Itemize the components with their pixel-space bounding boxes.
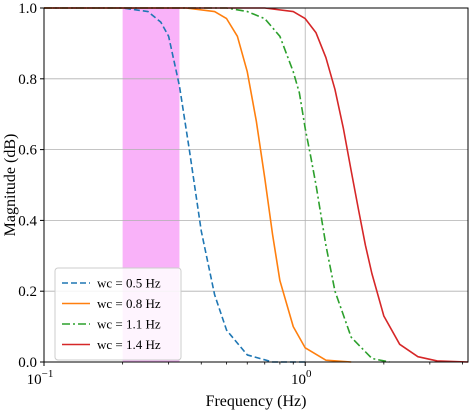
series-line-1 (44, 7, 306, 363)
y-tick-label: 1.0 (18, 1, 37, 17)
legend-label: wc = 1.1 Hz (97, 317, 161, 332)
legend-label: wc = 0.5 Hz (97, 276, 161, 291)
series-line-3 (44, 7, 390, 363)
plot-frame (43, 7, 469, 363)
legend-box (54, 267, 182, 361)
tick-layer: 0.0 0.2 0.4 0.6 0.8 1.0 10−1 100 (18, 1, 463, 388)
legend: wc = 0.5 Hz wc = 0.8 Hz wc = 1.1 Hz wc = 1.… (54, 267, 182, 361)
series-layer (44, 7, 469, 363)
y-tick-label: 0.0 (18, 355, 37, 371)
x-tick-label: 10−1 (27, 368, 54, 388)
y-axis-title: Magnitude (dB) (2, 134, 19, 237)
x-axis-title: Frequency (Hz) (206, 393, 307, 410)
legend-label: wc = 1.4 Hz (97, 337, 161, 352)
series-line-4 (44, 7, 469, 363)
y-tick-label: 0.8 (18, 72, 37, 88)
x-tick-label: 100 (291, 368, 312, 388)
legend-label: wc = 0.8 Hz (97, 296, 161, 311)
series-line-2 (44, 7, 352, 363)
y-tick-label: 0.2 (18, 284, 37, 300)
y-tick-label: 0.6 (18, 143, 37, 159)
y-tick-label: 0.4 (18, 213, 37, 229)
